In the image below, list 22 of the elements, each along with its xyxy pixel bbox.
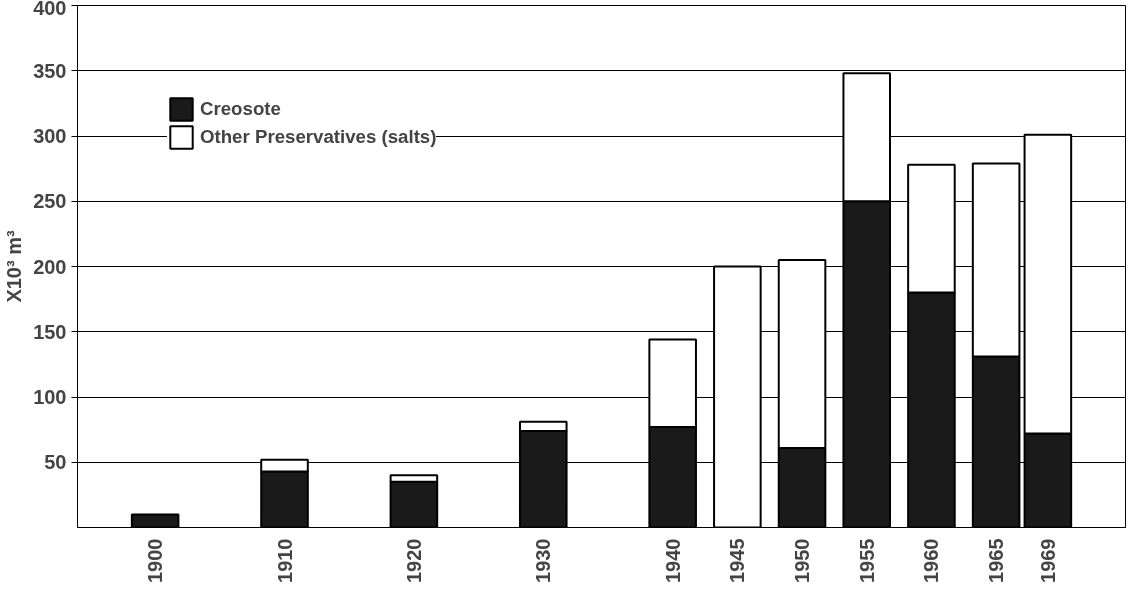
legend-label: Creosote [200, 98, 281, 120]
x-tick-label: 1969 [1036, 538, 1059, 583]
x-tick-label: 1920 [402, 538, 425, 583]
x-tick-label: 1955 [855, 538, 878, 583]
x-tick-label: 1965 [985, 538, 1008, 583]
y-tick-label: 250 [33, 190, 67, 213]
y-tick-label: 350 [33, 59, 67, 82]
legend-label: Other Preservatives (salts) [200, 126, 437, 148]
x-tick-label: 1900 [144, 538, 167, 583]
x-tick-label: 1910 [273, 538, 296, 583]
y-tick-label: 150 [33, 320, 67, 343]
y-tick-label: 50 [44, 451, 67, 474]
x-tick-label: 1950 [791, 538, 814, 583]
x-tick-label: 1945 [726, 538, 749, 583]
y-tick-label: 400 [33, 0, 67, 19]
x-tick-label: 1930 [532, 538, 555, 583]
y-axis-title: X10³ m³ [3, 230, 26, 303]
y-tick-label: 300 [33, 125, 67, 147]
y-tick-label: 100 [33, 386, 67, 408]
x-tick-label: 1940 [661, 538, 684, 583]
y-tick-label: 200 [33, 255, 67, 278]
x-tick-label: 1960 [920, 538, 943, 583]
